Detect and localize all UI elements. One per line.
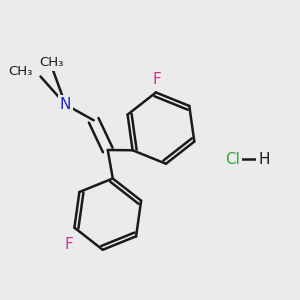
Text: F: F (65, 237, 74, 252)
Text: CH₃: CH₃ (39, 56, 64, 69)
Text: N: N (60, 97, 71, 112)
Text: F: F (152, 72, 161, 87)
Text: Cl: Cl (226, 152, 240, 167)
Text: H: H (258, 152, 270, 167)
Text: CH₃: CH₃ (8, 65, 33, 78)
